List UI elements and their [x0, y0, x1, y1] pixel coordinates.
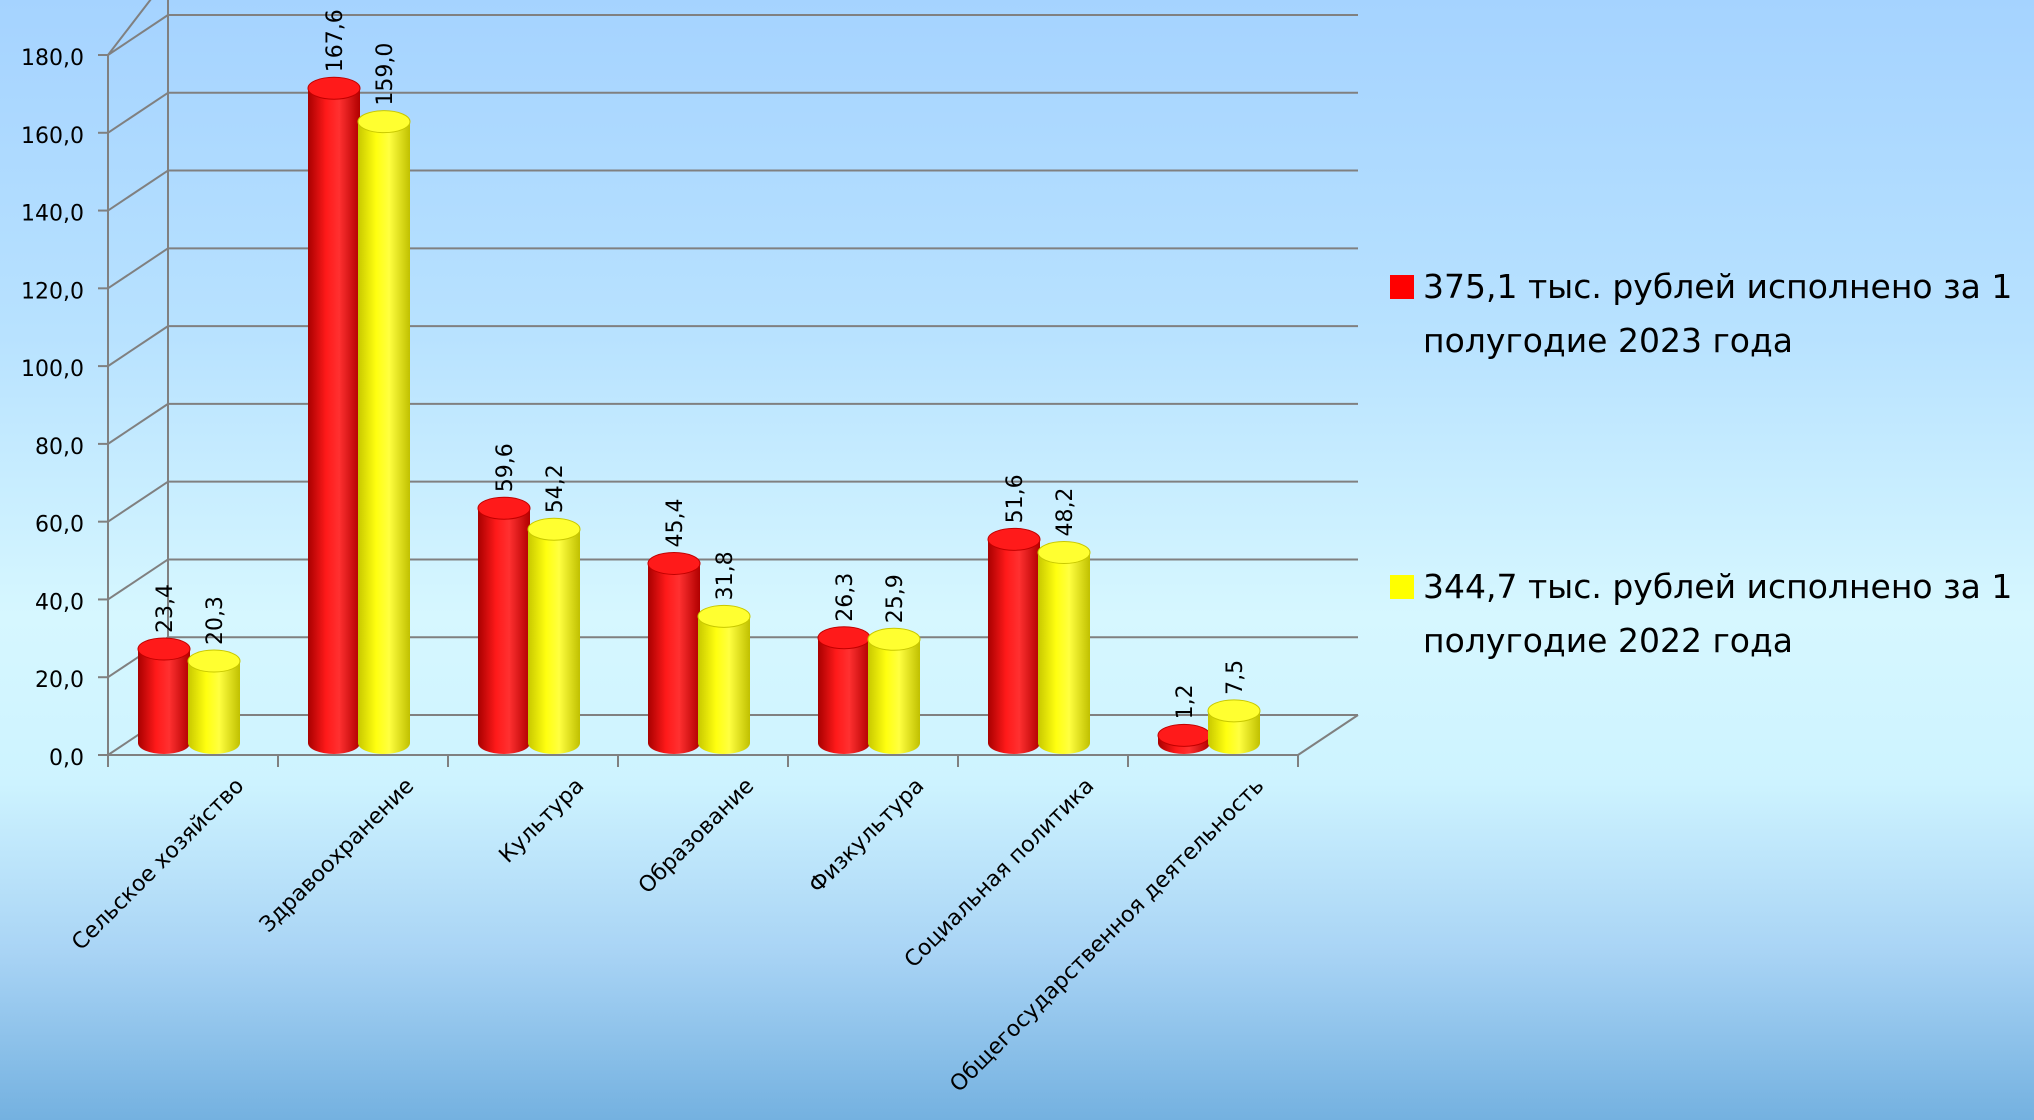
- data-label: 45,4: [663, 498, 688, 547]
- bar-2023: [817, 626, 871, 754]
- data-label: 51,6: [1003, 474, 1028, 523]
- bar-cap: [647, 551, 701, 575]
- x-tick-label: Здравоохранение: [255, 774, 419, 938]
- bar-2023: [987, 527, 1041, 754]
- bar-2022: [867, 627, 921, 754]
- data-label: 20,3: [203, 596, 228, 645]
- y-tick-label: 60,0: [35, 513, 84, 538]
- y-tick-label: 20,0: [35, 668, 84, 693]
- gridline-depth: [107, 169, 169, 212]
- bar-body: [868, 639, 920, 754]
- gridline-depth: [107, 403, 169, 445]
- bar-body: [188, 661, 240, 754]
- legend-swatch-yellow: [1390, 575, 1414, 599]
- data-label: 31,8: [713, 551, 738, 600]
- data-label: 25,9: [883, 574, 908, 623]
- gridline-depth: [107, 325, 169, 367]
- y-tick-label: 100,0: [21, 357, 84, 382]
- bar-cap: [527, 517, 581, 541]
- bar-body: [988, 539, 1040, 754]
- bar-cap: [477, 496, 531, 520]
- bar-2022: [187, 649, 241, 754]
- legend-label-2022: 344,7 тыс. рублей исполнено за 1 полугод…: [1423, 567, 2013, 660]
- legend-label-2023: 375,1 тыс. рублей исполнено за 1 полугод…: [1423, 267, 2013, 360]
- bar-cap: [1037, 541, 1091, 565]
- gridline-depth: [107, 247, 169, 290]
- bar-2022: [357, 110, 411, 754]
- data-label: 7,5: [1223, 660, 1248, 695]
- bar-cap: [697, 604, 751, 628]
- bar-body: [648, 563, 700, 754]
- bar-2022: [1207, 699, 1261, 754]
- data-label: 26,3: [833, 573, 858, 622]
- bar-body: [698, 616, 750, 754]
- data-label: 159,0: [373, 43, 398, 106]
- bar-body: [358, 121, 410, 754]
- bar-body: [138, 649, 190, 754]
- x-tick-label: Сельское хозяйство: [67, 774, 249, 956]
- data-label: 54,2: [543, 464, 568, 513]
- bar-2022: [1037, 541, 1091, 754]
- gridline-depth: [107, 0, 152, 56]
- y-tick-label: 40,0: [35, 590, 84, 615]
- x-tick-label: Образование: [634, 774, 759, 899]
- bar-cap: [1157, 723, 1211, 747]
- gridline-depth: [107, 558, 169, 601]
- bar-2023: [647, 551, 701, 754]
- bar-2022: [527, 517, 581, 754]
- bar-cap: [307, 76, 361, 100]
- data-label: 23,4: [153, 584, 178, 633]
- data-label: 59,6: [493, 443, 518, 492]
- bar-cap: [817, 626, 871, 650]
- gridline-depth: [107, 480, 169, 523]
- y-tick-label: 120,0: [21, 279, 84, 304]
- gridline-depth: [107, 91, 169, 134]
- bar-body: [528, 529, 580, 754]
- y-tick-label: 180,0: [21, 46, 84, 71]
- bar-body: [818, 637, 870, 754]
- bar-cap: [987, 527, 1041, 551]
- bar-cap: [1207, 699, 1261, 723]
- data-label: 1,2: [1173, 684, 1198, 719]
- y-tick-label: 160,0: [21, 124, 84, 149]
- bar-cap: [137, 637, 191, 661]
- legend-swatch-red: [1390, 275, 1414, 299]
- bar-cap: [867, 627, 921, 651]
- data-label: 167,6: [323, 9, 348, 72]
- bar-body: [478, 508, 530, 754]
- gridline-depth: [107, 14, 169, 56]
- bar-cap: [357, 110, 411, 134]
- y-tick-label: 80,0: [35, 435, 84, 460]
- bar-2023: [307, 76, 361, 754]
- x-tick-label: Общегосударственноя деятельность: [945, 774, 1269, 1098]
- bar-body: [308, 88, 360, 754]
- bar-2023: [477, 496, 531, 754]
- bar-body: [1038, 552, 1090, 754]
- legend-item-2023: 375,1 тыс. рублей исполнено за 1 полугод…: [1390, 260, 2030, 368]
- legend-item-2022: 344,7 тыс. рублей исполнено за 1 полугод…: [1390, 560, 2030, 668]
- bar-2023: [137, 637, 191, 754]
- bar-2022: [697, 604, 751, 754]
- x-tick-label: Физкультура: [804, 774, 929, 899]
- bar-cap: [187, 649, 241, 673]
- y-tick-label: 0,0: [49, 746, 84, 771]
- floor-edge: [1297, 714, 1359, 756]
- x-tick-label: Социальная политика: [900, 774, 1099, 973]
- bar-body: [1208, 710, 1260, 754]
- data-label: 48,2: [1053, 488, 1078, 537]
- y-tick-label: 140,0: [21, 202, 84, 227]
- bar-2023: [1157, 723, 1211, 754]
- x-tick-label: Культура: [495, 774, 590, 869]
